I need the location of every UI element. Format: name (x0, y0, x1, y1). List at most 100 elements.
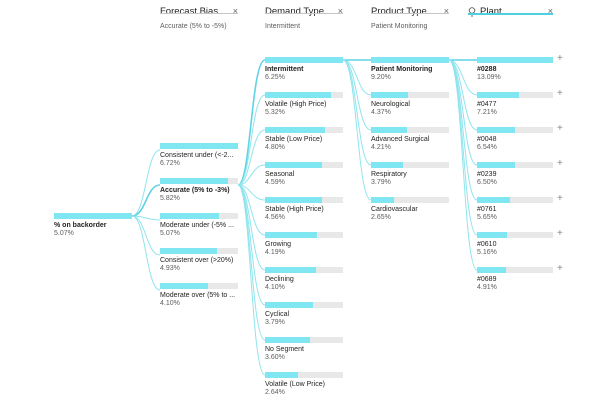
connector-line (237, 59, 266, 186)
node-bar-fill (371, 92, 409, 98)
node-value: 3.79% (371, 179, 391, 186)
node-label: Volatile (High Price) (265, 101, 327, 108)
tree-node-demand-type[interactable]: Stable (High Price) 4.56% (265, 197, 343, 223)
node-label: #0048 (477, 136, 497, 143)
tree-node-plant[interactable]: #0689 4.91% (477, 267, 553, 293)
tree-node-forecast-bias[interactable]: Consistent under (<-2... 6.72% (160, 143, 238, 169)
node-bar-fill (371, 197, 394, 203)
node-bar-fill (160, 178, 228, 184)
close-icon[interactable]: × (337, 6, 343, 16)
node-value: 4.93% (160, 265, 180, 272)
tree-node-product-type[interactable]: Patient Monitoring 9.20% (371, 57, 449, 83)
tree-node-plant[interactable]: #0610 5.16% (477, 232, 553, 258)
expand-plus-icon[interactable]: + (557, 123, 563, 134)
close-icon[interactable]: × (232, 6, 238, 16)
node-label: Cardiovascular (371, 206, 418, 213)
node-value: 3.79% (265, 319, 285, 326)
expand-plus-icon[interactable]: + (557, 263, 563, 274)
tree-node-demand-type[interactable]: Volatile (High Price) 5.32% (265, 92, 343, 118)
node-label: Neurological (371, 101, 410, 108)
connector-line (342, 59, 372, 131)
tree-node-forecast-bias[interactable]: Moderate over (5% to ... 4.10% (160, 283, 238, 309)
tree-node-product-type[interactable]: Advanced Surgical 4.21% (371, 127, 449, 153)
tree-node-demand-type[interactable]: Intermittent 6.25% (265, 57, 343, 83)
node-label: Stable (High Price) (265, 206, 324, 213)
node-bar-fill (265, 127, 326, 133)
node-bar-fill (265, 57, 343, 63)
column-subtitle: Accurate (5% to -5%) (160, 23, 227, 30)
column-title: Forecast Bias (160, 6, 219, 17)
close-icon[interactable]: × (547, 6, 553, 16)
tree-node-forecast-bias[interactable]: Moderate under (-5% ... 5.07% (160, 213, 238, 239)
tree-node-product-type[interactable]: Cardiovascular 2.65% (371, 197, 449, 223)
node-label: #0477 (477, 101, 497, 108)
connector-line (237, 184, 266, 376)
tree-node-forecast-bias[interactable]: Accurate (5% to -3%) 5.82% (160, 178, 238, 204)
column-header-demand-type: Demand Type × Intermittent (265, 6, 343, 30)
node-value: 4.10% (265, 284, 285, 291)
tree-node-plant[interactable]: #0048 6.54% (477, 127, 553, 153)
close-icon[interactable]: × (443, 6, 449, 16)
node-bar-fill (265, 267, 317, 273)
connector-line (342, 59, 372, 166)
node-value: 5.65% (477, 214, 497, 221)
connector-line (237, 184, 266, 341)
node-bar-track (477, 162, 553, 168)
column-title: Product Type (371, 6, 427, 17)
node-label: Seasonal (265, 171, 295, 178)
connector-line (131, 149, 161, 217)
node-bar-fill (477, 197, 510, 203)
node-label: Declining (265, 276, 294, 283)
tree-node-forecast-bias[interactable]: Consistent over (>20%) 4.93% (160, 248, 238, 274)
node-bar-fill (160, 283, 208, 289)
tree-node-demand-type[interactable]: No Segment 3.60% (265, 337, 343, 363)
connector-line (237, 94, 266, 186)
node-label: Moderate under (-5% ... (160, 222, 234, 229)
node-bar-track (477, 232, 553, 238)
tree-node-demand-type[interactable]: Volatile (Low Price) 2.64% (265, 372, 343, 398)
node-bar-fill (265, 372, 298, 378)
node-bar-track (371, 127, 449, 133)
connector-line (131, 215, 161, 256)
connector-line (237, 164, 266, 186)
node-label: Growing (265, 241, 292, 248)
expand-plus-icon[interactable]: + (557, 193, 563, 204)
expand-plus-icon[interactable]: + (557, 158, 563, 169)
tree-node-demand-type[interactable]: Declining 4.10% (265, 267, 343, 293)
node-value: 6.54% (477, 144, 497, 151)
node-value: 4.10% (160, 300, 180, 307)
column-title: Plant (480, 6, 502, 17)
tree-node-plant[interactable]: #0239 6.50% (477, 162, 553, 188)
connector-line (448, 59, 478, 131)
connector-line (342, 59, 372, 201)
node-bar-fill (477, 92, 519, 98)
node-label: Cyclical (265, 311, 290, 318)
tree-node-plant[interactable]: #0288 13.09% (477, 57, 553, 83)
node-bar-fill (265, 197, 322, 203)
tree-node-demand-type[interactable]: Cyclical 3.79% (265, 302, 343, 328)
node-label: Accurate (5% to -3%) (160, 187, 230, 194)
connector-line (131, 215, 161, 291)
tree-node-plant[interactable]: #0477 7.21% (477, 92, 553, 118)
tree-node-product-type[interactable]: Neurological 4.37% (371, 92, 449, 118)
tree-node-root[interactable]: % on backorder 5.07% (54, 213, 132, 239)
node-bar-fill (265, 302, 313, 308)
node-label: Consistent over (>20%) (160, 257, 234, 264)
node-label: Respiratory (371, 171, 407, 178)
tree-node-product-type[interactable]: Respiratory 3.79% (371, 162, 449, 188)
expand-plus-icon[interactable]: + (557, 53, 563, 64)
expand-plus-icon[interactable]: + (557, 88, 563, 99)
tree-node-demand-type[interactable]: Seasonal 4.59% (265, 162, 343, 188)
node-value: 4.19% (265, 249, 285, 256)
node-value: 2.65% (371, 214, 391, 221)
tree-node-demand-type[interactable]: Stable (Low Price) 4.80% (265, 127, 343, 153)
tree-node-plant[interactable]: #0761 5.65% (477, 197, 553, 223)
node-value: 13.09% (477, 74, 501, 81)
column-title: Demand Type (265, 6, 324, 17)
tree-node-demand-type[interactable]: Growing 4.19% (265, 232, 343, 258)
expand-plus-icon[interactable]: + (557, 228, 563, 239)
column-header-product-type: Product Type × Patient Monitoring (371, 6, 449, 30)
node-bar-fill (371, 57, 449, 63)
node-bar-fill (265, 337, 311, 343)
